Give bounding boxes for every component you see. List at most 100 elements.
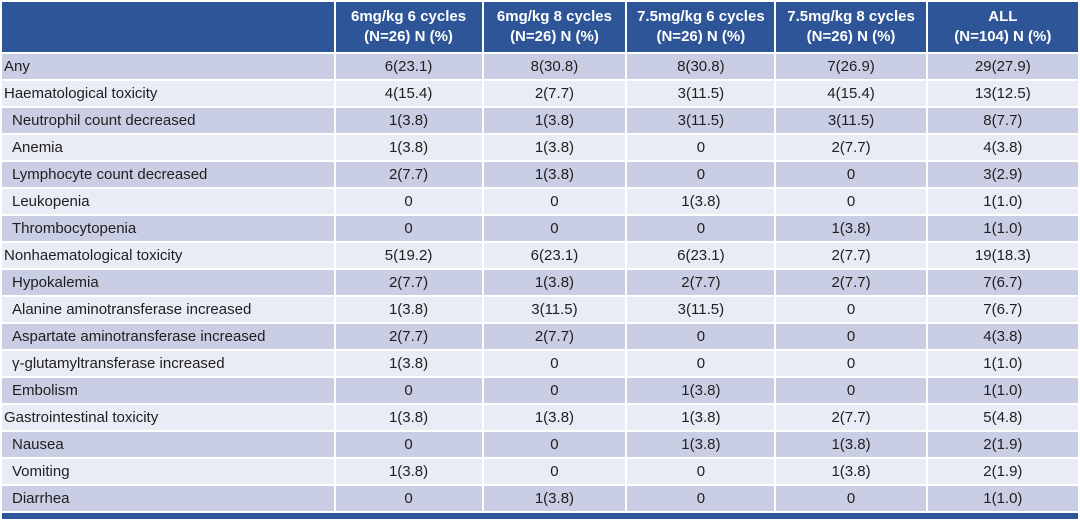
value-cell: 13(12.5) [927, 81, 1078, 106]
value-cell: 0 [483, 378, 626, 403]
table-body: Any 6(23.1) 8(30.8) 8(30.8) 7(26.9) 29(27.9) H… [2, 54, 1078, 511]
table-bottom-border [2, 513, 1078, 519]
header-dose-label: 7.5mg/kg 8 cycles [787, 7, 915, 25]
header-cell: 6mg/kg 8 cycles (N=26) N (%) [483, 2, 626, 52]
value-cell: 0 [483, 459, 626, 484]
value-cell: 5(19.2) [335, 243, 482, 268]
value-cell: 2(1.9) [927, 459, 1078, 484]
table-row: Embolism 0 0 1(3.8) 0 1(1.0) [2, 378, 1078, 403]
value-cell: 0 [776, 189, 926, 214]
table-row: Diarrhea 0 1(3.8) 0 0 1(1.0) [2, 486, 1078, 511]
header-cell: 7.5mg/kg 6 cycles (N=26) N (%) [627, 2, 775, 52]
header-cell: 6mg/kg 6 cycles (N=26) N (%) [335, 2, 482, 52]
value-cell: 1(3.8) [627, 432, 775, 457]
header-dose-label: ALL [988, 7, 1018, 25]
value-cell: 2(7.7) [776, 405, 926, 430]
value-cell: 1(3.8) [483, 270, 626, 295]
value-cell: 1(1.0) [927, 486, 1078, 511]
table-row: Haematological toxicity 4(15.4) 2(7.7) 3(11… [2, 81, 1078, 106]
row-label-cell: Any [2, 54, 334, 79]
value-cell: 2(7.7) [483, 324, 626, 349]
row-label-cell: Leukopenia [2, 189, 334, 214]
table-row: γ-glutamyltransferase increased 1(3.8) 0 0 0… [2, 351, 1078, 376]
value-cell: 1(3.8) [335, 135, 482, 160]
value-cell: 1(1.0) [927, 378, 1078, 403]
value-cell: 4(15.4) [335, 81, 482, 106]
value-cell: 8(30.8) [483, 54, 626, 79]
value-cell: 2(7.7) [776, 243, 926, 268]
row-label-cell: Anemia [2, 135, 334, 160]
toxicity-table: 6mg/kg 6 cycles (N=26) N (%) 6mg/kg 8 cycl… [2, 2, 1078, 511]
header-n-label: (N=26) N (%) [656, 28, 746, 45]
row-label-cell: Embolism [2, 378, 334, 403]
value-cell: 4(3.8) [927, 135, 1078, 160]
value-cell: 0 [627, 459, 775, 484]
header-cell: 7.5mg/kg 8 cycles (N=26) N (%) [776, 2, 926, 52]
header-n-label: (N=26) N (%) [806, 28, 896, 45]
row-label-cell: Neutrophil count decreased [2, 108, 334, 133]
value-cell: 1(3.8) [335, 405, 482, 430]
value-cell: 0 [335, 432, 482, 457]
table-row: Hypokalemia 2(7.7) 1(3.8) 2(7.7) 2(7.7) 7(6.7… [2, 270, 1078, 295]
value-cell: 4(15.4) [776, 81, 926, 106]
table-row: Thrombocytopenia 0 0 0 1(3.8) 1(1.0) [2, 216, 1078, 241]
value-cell: 0 [776, 351, 926, 376]
row-label-cell: Nonhaematological toxicity [2, 243, 334, 268]
value-cell: 1(3.8) [335, 108, 482, 133]
header-n-label: (N=104) N (%) [954, 28, 1052, 45]
value-cell: 3(11.5) [776, 108, 926, 133]
value-cell: 1(3.8) [483, 108, 626, 133]
value-cell: 0 [627, 324, 775, 349]
value-cell: 0 [483, 351, 626, 376]
value-cell: 3(11.5) [627, 108, 775, 133]
value-cell: 0 [627, 351, 775, 376]
table-header: 6mg/kg 6 cycles (N=26) N (%) 6mg/kg 8 cycl… [2, 2, 1078, 52]
table-row: Alanine aminotransferase increased 1(3.8)… [2, 297, 1078, 322]
value-cell: 1(3.8) [776, 432, 926, 457]
value-cell: 0 [627, 162, 775, 187]
row-label-cell: Gastrointestinal toxicity [2, 405, 334, 430]
table-row: Leukopenia 0 0 1(3.8) 0 1(1.0) [2, 189, 1078, 214]
table-row: Aspartate aminotransferase increased 2(7.… [2, 324, 1078, 349]
row-label-cell: Haematological toxicity [2, 81, 334, 106]
value-cell: 4(3.8) [927, 324, 1078, 349]
value-cell: 1(1.0) [927, 189, 1078, 214]
header-dose-label: 7.5mg/kg 6 cycles [637, 7, 765, 25]
value-cell: 1(3.8) [483, 135, 626, 160]
value-cell: 0 [483, 432, 626, 457]
value-cell: 8(30.8) [627, 54, 775, 79]
value-cell: 1(3.8) [627, 378, 775, 403]
header-cell-empty [2, 2, 334, 52]
row-label-cell: Lymphocyte count decreased [2, 162, 334, 187]
value-cell: 1(3.8) [483, 486, 626, 511]
value-cell: 2(7.7) [776, 135, 926, 160]
value-cell: 2(7.7) [483, 81, 626, 106]
value-cell: 0 [335, 189, 482, 214]
table-row: Lymphocyte count decreased 2(7.7) 1(3.8) 0 0… [2, 162, 1078, 187]
value-cell: 0 [776, 378, 926, 403]
value-cell: 5(4.8) [927, 405, 1078, 430]
value-cell: 7(6.7) [927, 297, 1078, 322]
value-cell: 0 [335, 216, 482, 241]
header-dose-label: 6mg/kg 6 cycles [351, 7, 467, 25]
table-row: Anemia 1(3.8) 1(3.8) 0 2(7.7) 4(3.8) [2, 135, 1078, 160]
value-cell: 3(11.5) [627, 81, 775, 106]
value-cell: 2(7.7) [335, 270, 482, 295]
table-row: Neutrophil count decreased 1(3.8) 1(3.8) 3(… [2, 108, 1078, 133]
header-n-label: (N=26) N (%) [364, 28, 453, 45]
value-cell: 1(3.8) [483, 405, 626, 430]
value-cell: 2(7.7) [335, 324, 482, 349]
value-cell: 2(1.9) [927, 432, 1078, 457]
table-row: Nausea 0 0 1(3.8) 1(3.8) 2(1.9) [2, 432, 1078, 457]
value-cell: 3(11.5) [627, 297, 775, 322]
value-cell: 29(27.9) [927, 54, 1078, 79]
value-cell: 0 [776, 297, 926, 322]
row-label-cell: Alanine aminotransferase increased [2, 297, 334, 322]
table-row: Any 6(23.1) 8(30.8) 8(30.8) 7(26.9) 29(27.9) [2, 54, 1078, 79]
value-cell: 1(3.8) [335, 297, 482, 322]
value-cell: 1(3.8) [335, 459, 482, 484]
value-cell: 0 [335, 378, 482, 403]
value-cell: 0 [776, 486, 926, 511]
value-cell: 1(3.8) [627, 405, 775, 430]
value-cell: 0 [627, 216, 775, 241]
